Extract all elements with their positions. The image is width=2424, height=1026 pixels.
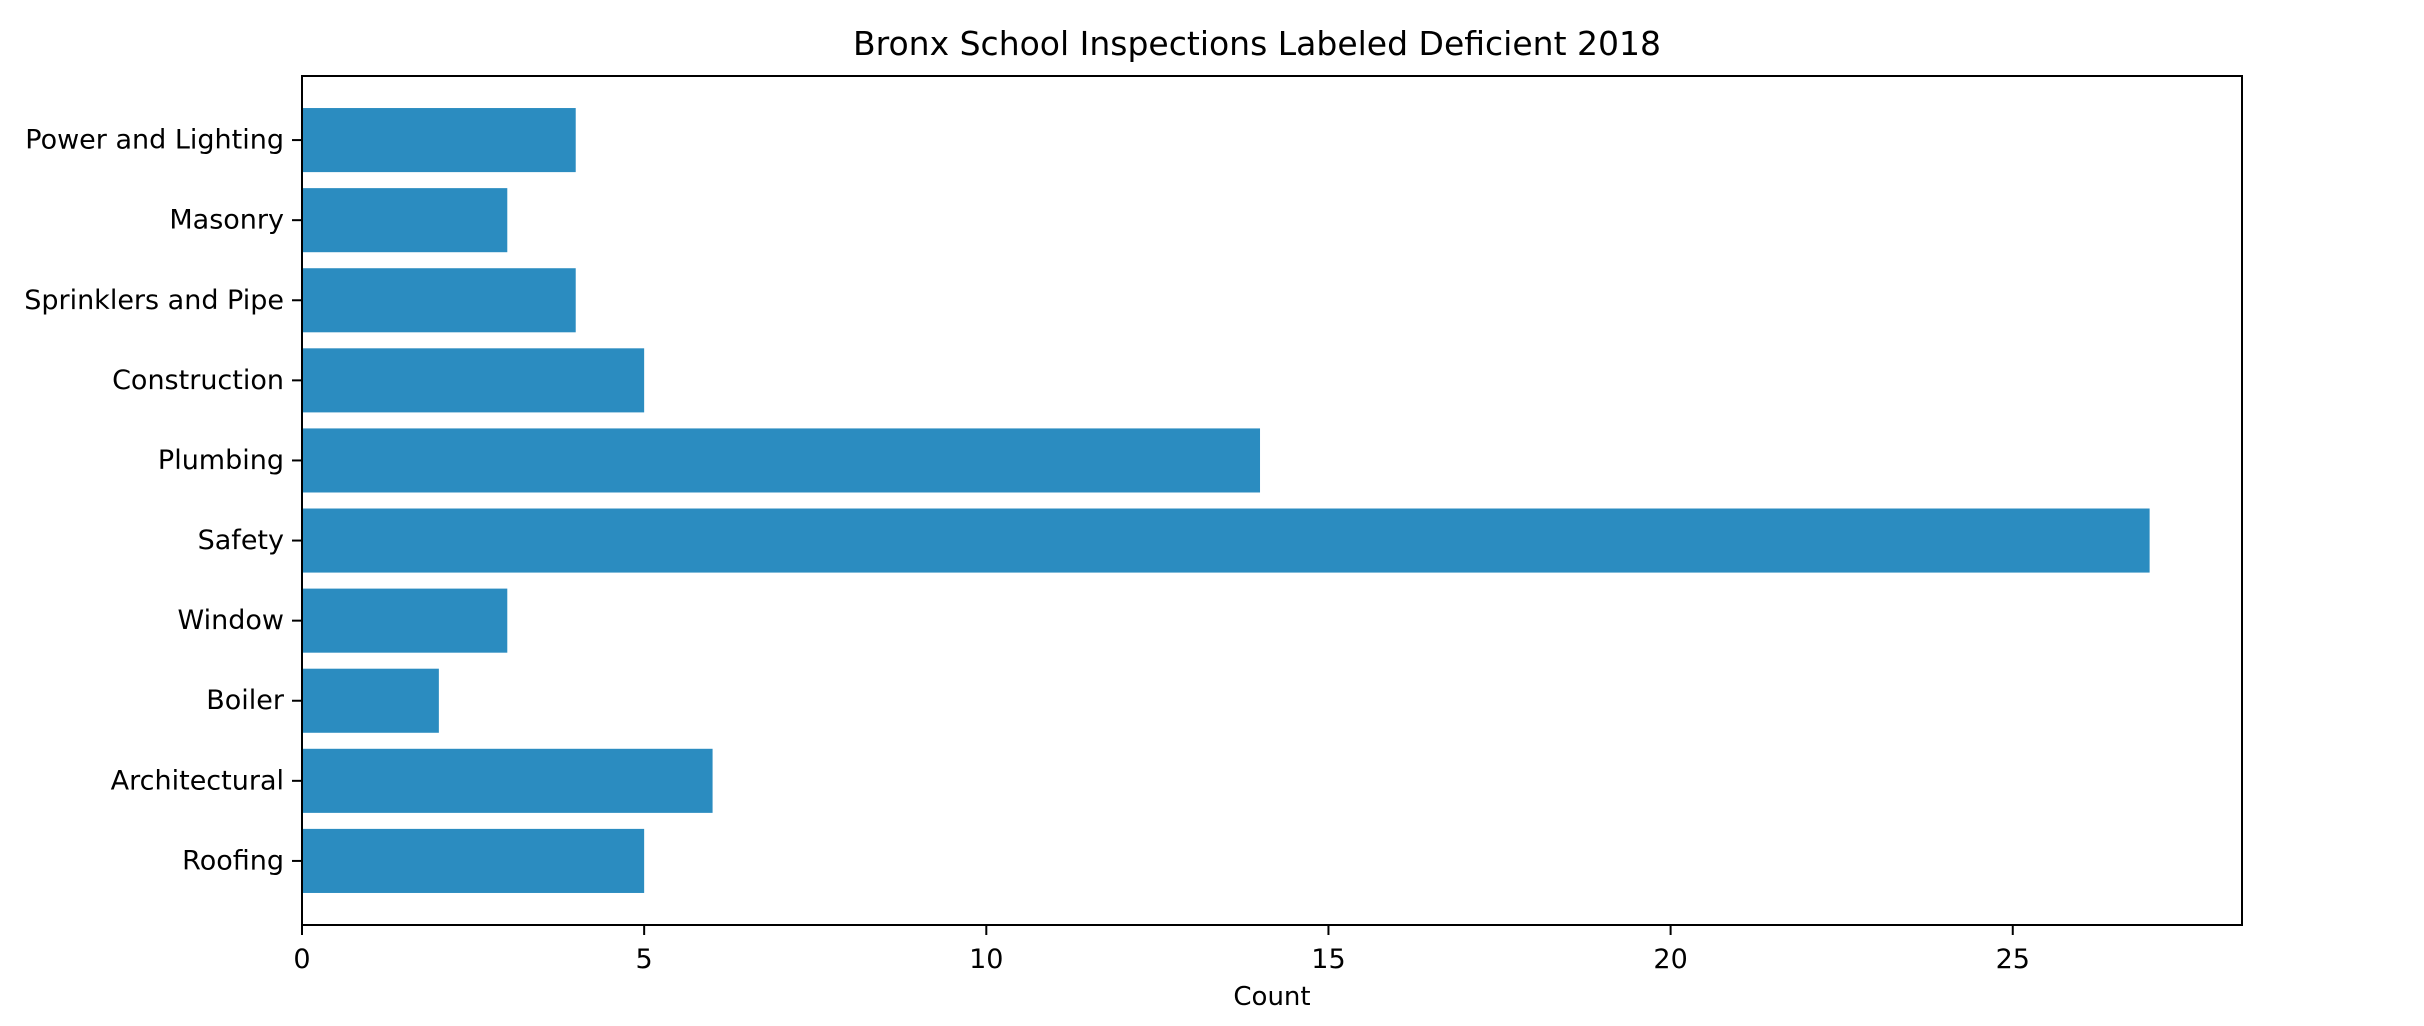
bars-layer <box>302 108 2150 893</box>
x-tick-label: 10 <box>969 944 1003 975</box>
y-tick-label: Boiler <box>206 685 285 716</box>
plot-frame <box>301 75 2243 926</box>
y-tick-label: Construction <box>112 365 284 396</box>
bar-construction <box>302 348 645 413</box>
x-tick-label: 20 <box>1653 944 1687 975</box>
x-tick-label: 15 <box>1311 944 1345 975</box>
y-tick-label: Window <box>178 605 284 636</box>
bar-boiler <box>302 668 439 733</box>
y-tick-label: Power and Lighting <box>25 125 284 156</box>
x-tick-label: 25 <box>1996 944 2030 975</box>
x-tick-label: 5 <box>636 944 653 975</box>
bar-roofing <box>302 828 645 893</box>
bar-sprinklers-and-pipe <box>302 268 576 333</box>
x-tick-label: 0 <box>293 944 310 975</box>
y-tick-label: Sprinklers and Pipe <box>24 285 284 316</box>
y-tick-label: Plumbing <box>158 445 284 476</box>
bar-safety <box>302 508 2150 573</box>
y-tick-label: Roofing <box>182 845 284 876</box>
x-axis-label: Count <box>1233 982 1310 1012</box>
y-tick-label: Masonry <box>169 205 284 236</box>
chart-title: Bronx School Inspections Labeled Deficie… <box>853 24 1661 63</box>
bar-window <box>302 588 508 653</box>
bar-power-and-lighting <box>302 108 576 173</box>
bar-plumbing <box>302 428 1261 493</box>
bar-masonry <box>302 188 508 253</box>
ticks-layer: Power and Lighting Masonry Sprinklers and … <box>24 125 2030 975</box>
bar-architectural <box>302 748 713 813</box>
y-tick-label: Safety <box>198 525 284 556</box>
y-tick-label: Architectural <box>111 765 284 796</box>
